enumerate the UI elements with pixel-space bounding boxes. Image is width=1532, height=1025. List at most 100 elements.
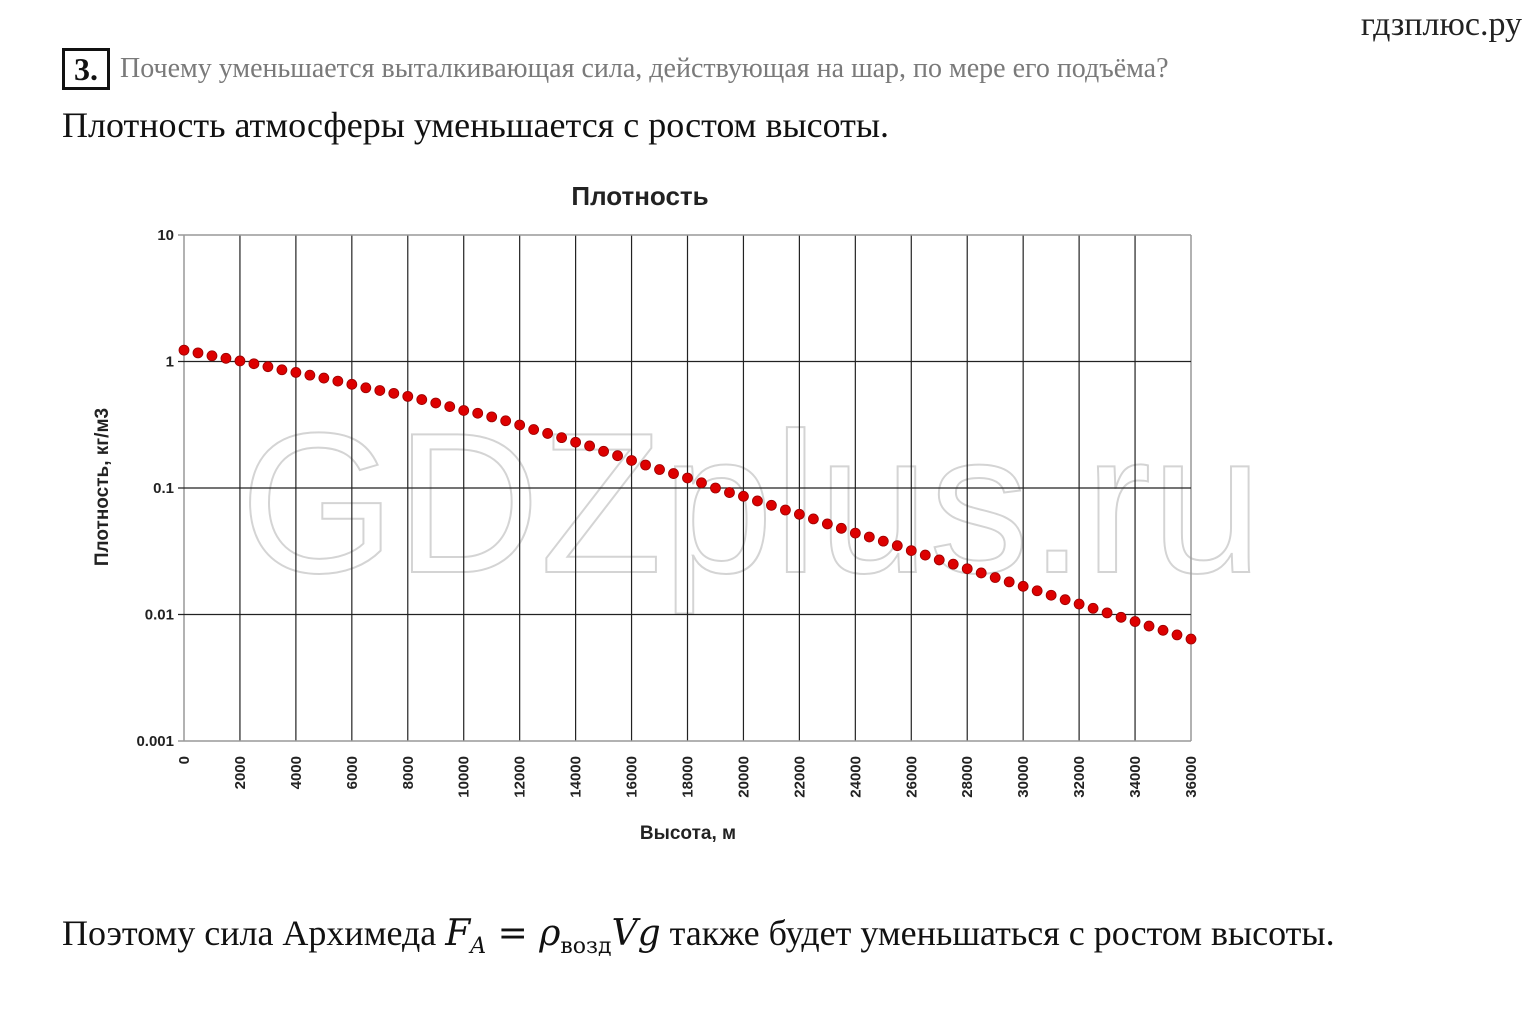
data-point bbox=[206, 350, 218, 362]
tick-labels: 0 2000 4000 6000 8000 10000 12000 14000 16000 180… bbox=[136, 227, 1200, 798]
data-point bbox=[1017, 580, 1029, 592]
y-tick-label: 0.001 bbox=[136, 733, 174, 750]
formula-rho: ρвозд bbox=[539, 913, 612, 960]
data-point bbox=[877, 535, 889, 547]
x-tick-label: 0 bbox=[176, 756, 193, 764]
data-point bbox=[1157, 624, 1169, 636]
task-number-box: 3. bbox=[62, 48, 110, 90]
data-point bbox=[570, 436, 582, 448]
data-point bbox=[444, 401, 456, 413]
data-point bbox=[388, 387, 400, 399]
data-point bbox=[1031, 585, 1043, 597]
data-point bbox=[486, 411, 498, 423]
y-tick-label: 0.1 bbox=[153, 480, 174, 497]
data-point bbox=[584, 440, 595, 452]
data-point bbox=[318, 372, 330, 384]
x-tick-label: 16000 bbox=[624, 756, 641, 798]
data-point bbox=[612, 450, 623, 462]
data-point bbox=[766, 499, 777, 511]
data-point bbox=[752, 495, 763, 507]
data-point bbox=[1185, 633, 1197, 645]
data-point bbox=[947, 558, 959, 570]
data-point bbox=[835, 522, 847, 534]
data-point bbox=[1059, 594, 1071, 606]
grid bbox=[178, 234, 1192, 742]
data-point bbox=[626, 455, 637, 466]
data-point bbox=[192, 347, 204, 359]
data-point bbox=[961, 563, 973, 575]
question-row: 3. Почему уменьшается выталкивающая сила… bbox=[62, 48, 1169, 90]
x-tick-label: 24000 bbox=[847, 756, 864, 798]
data-point bbox=[1143, 620, 1155, 632]
data-point bbox=[989, 572, 1001, 583]
y-tick-label: 1 bbox=[166, 354, 174, 371]
data-point bbox=[542, 428, 554, 439]
answer-text: Плотность атмосферы уменьшается с ростом… bbox=[62, 105, 890, 145]
data-point bbox=[430, 397, 442, 409]
data-point bbox=[458, 405, 470, 416]
data-point bbox=[919, 549, 931, 561]
formula-F: FA bbox=[445, 913, 487, 960]
density-chart: GDZplus.ru Плотность 0 2000 4000 6000 8000 10… bbox=[92, 181, 1263, 844]
data-point bbox=[807, 513, 819, 525]
x-tick-label: 32000 bbox=[1071, 756, 1088, 798]
data-point bbox=[1087, 602, 1099, 614]
y-tick-label: 10 bbox=[157, 227, 174, 244]
question-text: Почему уменьшается выталкивающая сила, д… bbox=[120, 53, 1169, 84]
data-point bbox=[500, 415, 512, 427]
data-point bbox=[640, 459, 651, 471]
data-point bbox=[178, 344, 190, 356]
data-point bbox=[234, 355, 246, 367]
data-point bbox=[975, 567, 987, 579]
data-point bbox=[514, 419, 526, 431]
data-point bbox=[1129, 616, 1141, 627]
data-point bbox=[220, 352, 232, 364]
watermark: GDZplus.ru bbox=[240, 392, 1262, 615]
x-tick-label: 20000 bbox=[735, 756, 752, 798]
x-tick-label: 34000 bbox=[1127, 756, 1144, 798]
data-point bbox=[738, 490, 749, 502]
data-point bbox=[290, 367, 302, 378]
data-point bbox=[821, 518, 833, 530]
data-point bbox=[332, 375, 344, 387]
data-point bbox=[933, 554, 945, 566]
data-point bbox=[710, 482, 721, 494]
formula-suffix: также будет уменьшаться с ростом высоты. bbox=[660, 913, 1335, 953]
data-point bbox=[849, 527, 861, 539]
x-tick-label: 8000 bbox=[400, 756, 417, 789]
data-point bbox=[780, 504, 791, 516]
data-point bbox=[863, 531, 875, 543]
chart-title: Плотность bbox=[571, 181, 708, 211]
x-tick-label: 4000 bbox=[288, 756, 305, 789]
data-point bbox=[654, 464, 665, 475]
data-point bbox=[1115, 611, 1127, 623]
formula-equals: = bbox=[486, 913, 540, 954]
data-point bbox=[793, 508, 805, 520]
x-axis-label: Высота, м bbox=[640, 823, 736, 844]
data-point bbox=[346, 378, 358, 390]
site-name: гдзплюс.ру bbox=[1360, 6, 1522, 43]
data-point bbox=[248, 358, 260, 370]
data-point bbox=[668, 468, 679, 479]
x-tick-label: 6000 bbox=[344, 756, 361, 789]
x-tick-label: 28000 bbox=[959, 756, 976, 798]
data-point bbox=[1003, 576, 1015, 588]
formula-Vg: Vg bbox=[611, 913, 661, 954]
x-tick-label: 26000 bbox=[903, 756, 920, 798]
data-point bbox=[696, 477, 707, 489]
data-point bbox=[905, 545, 917, 556]
y-axis-label: Плотность, кг/м3 bbox=[92, 408, 113, 566]
x-tick-label: 36000 bbox=[1183, 756, 1200, 798]
data-point bbox=[556, 432, 568, 444]
data-point bbox=[472, 407, 484, 419]
data-point bbox=[598, 445, 609, 457]
data-points bbox=[178, 344, 1197, 645]
x-tick-label: 14000 bbox=[568, 756, 585, 798]
x-tick-label: 18000 bbox=[680, 756, 697, 798]
data-point bbox=[374, 385, 386, 396]
data-point bbox=[360, 382, 372, 394]
x-tick-label: 10000 bbox=[456, 756, 473, 798]
formula-line: Поэтому сила Архимеда FA = ρвоздVg также… bbox=[62, 912, 1335, 959]
data-point bbox=[402, 390, 414, 402]
data-point bbox=[891, 540, 903, 552]
